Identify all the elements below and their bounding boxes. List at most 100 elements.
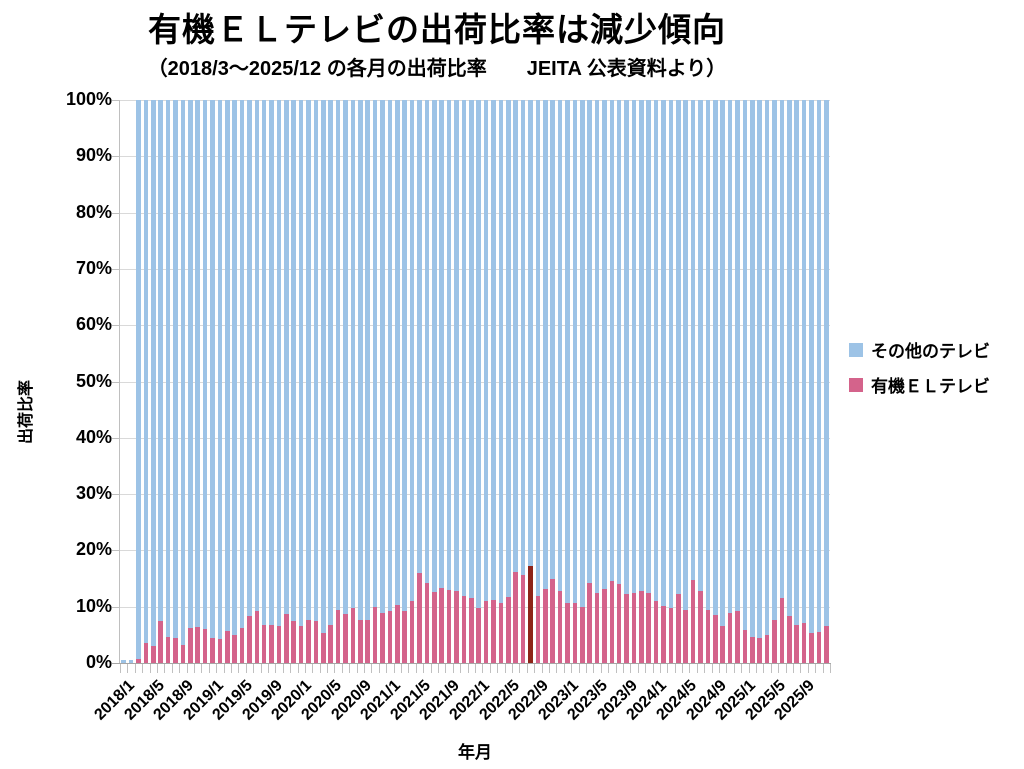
bar-segment-other-2025/2 bbox=[750, 100, 755, 637]
x-tick-54 bbox=[519, 664, 521, 673]
x-tick-50 bbox=[489, 664, 491, 673]
bar-2019/1 bbox=[209, 100, 216, 663]
bar-segment-oled-2021/11 bbox=[461, 596, 467, 663]
x-tick-17 bbox=[245, 664, 247, 673]
bar-segment-other-2024/1 bbox=[653, 100, 659, 602]
bar-segment-other-2023/7 bbox=[609, 100, 615, 582]
x-tick-67 bbox=[615, 664, 617, 673]
bar-segment-other-2022/6 bbox=[513, 100, 518, 572]
x-tick-78 bbox=[696, 664, 698, 673]
x-tick-12 bbox=[208, 664, 210, 673]
bar-segment-other-2021/3 bbox=[402, 100, 407, 612]
bar-segment-oled-2019/12 bbox=[291, 621, 297, 663]
gridline-20 bbox=[120, 550, 830, 552]
bar-2024/1 bbox=[653, 100, 660, 663]
bar-segment-oled-2025/1 bbox=[742, 629, 748, 663]
bar-2018/9 bbox=[179, 100, 186, 663]
bar-segment-oled-2021/10 bbox=[454, 590, 459, 663]
bar-segment-other-2025/9 bbox=[801, 100, 807, 624]
x-tick-56 bbox=[534, 664, 536, 673]
bar-segment-other-2019/5 bbox=[239, 100, 245, 629]
bar-2025/7 bbox=[786, 100, 793, 663]
bar-2018/3 bbox=[135, 100, 142, 663]
bar-segment-oled-2019/11 bbox=[284, 614, 289, 663]
bar-segment-other-2021/10 bbox=[454, 100, 459, 591]
bar-segment-other-2024/10 bbox=[720, 100, 726, 627]
bar-segment-other-2023/3 bbox=[579, 100, 585, 608]
gridline-70 bbox=[120, 268, 830, 270]
x-tick-74 bbox=[667, 664, 669, 673]
bar-segment-oled-2025/4 bbox=[764, 634, 770, 663]
bar-segment-other-2023/2 bbox=[572, 100, 578, 603]
bar-segment-other-2020/5 bbox=[328, 100, 334, 626]
bar-2022/6 bbox=[512, 100, 519, 663]
bar-segment-oled-2021/3 bbox=[402, 611, 407, 663]
x-axis-line bbox=[112, 663, 831, 664]
bar-segment-oled-2021/12 bbox=[468, 597, 474, 663]
bar-segment-other-2022/7 bbox=[520, 100, 526, 575]
bar-segment-other-2019/4 bbox=[232, 100, 237, 635]
bar-segment-oled-2024/5 bbox=[683, 609, 689, 663]
bar-2021/10 bbox=[453, 100, 460, 663]
bar-segment-other-2025/12 bbox=[823, 100, 829, 627]
bar-2023/2 bbox=[571, 100, 578, 663]
bar-segment-other-2020/10 bbox=[365, 100, 371, 621]
y-tick-70 bbox=[112, 268, 120, 270]
bar-2024/7 bbox=[697, 100, 704, 663]
bar-segment-oled-2020/8 bbox=[350, 607, 356, 663]
x-tick-8 bbox=[179, 664, 181, 673]
y-tick-40 bbox=[112, 437, 120, 439]
x-tick-25 bbox=[304, 664, 306, 673]
bar-segment-other-2020/9 bbox=[358, 100, 363, 620]
bar-2021/8 bbox=[438, 100, 445, 663]
bar-segment-oled-2022/1 bbox=[476, 607, 481, 663]
x-tick-72 bbox=[652, 664, 654, 673]
bar-2024/9 bbox=[712, 100, 719, 663]
bar-segment-other-2022/12 bbox=[557, 100, 563, 591]
x-tick-32 bbox=[356, 664, 358, 673]
x-tick-69 bbox=[630, 664, 632, 673]
x-tick-58 bbox=[548, 664, 550, 673]
bar-segment-other-2018/10 bbox=[187, 100, 193, 629]
bar-2020/12 bbox=[379, 100, 386, 663]
x-tick-33 bbox=[364, 664, 366, 673]
bar-segment-other-2022/10 bbox=[542, 100, 548, 589]
bar-2018/5 bbox=[150, 100, 157, 663]
bar-segment-other-2025/11 bbox=[816, 100, 822, 633]
bar-2018/1 bbox=[120, 100, 127, 663]
bar-segment-oled-2020/10 bbox=[365, 620, 371, 663]
bar-segment-oled-2020/4 bbox=[321, 633, 326, 663]
x-tick-4 bbox=[149, 664, 151, 673]
bar-segment-other-2021/7 bbox=[432, 100, 437, 592]
bar-segment-oled-2025/5 bbox=[772, 619, 777, 663]
bar-segment-other-2018/3 bbox=[136, 100, 141, 660]
bar-segment-other-2024/7 bbox=[698, 100, 703, 591]
bar-segment-oled-2022/9 bbox=[535, 596, 541, 663]
bar-2018/10 bbox=[187, 100, 194, 663]
bar-segment-oled-2023/9 bbox=[624, 594, 629, 663]
bar-segment-other-2023/9 bbox=[624, 100, 629, 595]
bar-segment-oled-2024/2 bbox=[661, 606, 666, 663]
bar-2019/6 bbox=[246, 100, 253, 663]
bar-2020/4 bbox=[320, 100, 327, 663]
y-axis-line bbox=[119, 100, 120, 663]
bar-segment-oled-2023/5 bbox=[594, 592, 600, 663]
x-tick-27 bbox=[319, 664, 321, 673]
bar-segment-other-2024/8 bbox=[705, 100, 711, 610]
bar-segment-other-2023/8 bbox=[616, 100, 622, 584]
bar-segment-oled-2023/7 bbox=[609, 581, 615, 663]
bar-segment-oled-2019/6 bbox=[247, 616, 252, 663]
bar-segment-other-2018/12 bbox=[202, 100, 208, 629]
x-tick-57 bbox=[541, 664, 543, 673]
bar-segment-other-2018/6 bbox=[158, 100, 163, 622]
x-tick-51 bbox=[497, 664, 499, 673]
y-tick-label-60: 60% bbox=[75, 314, 112, 335]
bar-segment-other-2025/7 bbox=[787, 100, 792, 617]
x-tick-89 bbox=[778, 664, 780, 673]
bar-2018/4 bbox=[142, 100, 149, 663]
bar-2024/2 bbox=[660, 100, 667, 663]
bar-segment-oled-2023/12 bbox=[646, 592, 652, 663]
bar-2025/5 bbox=[771, 100, 778, 663]
bar-segment-oled-2021/6 bbox=[424, 582, 430, 663]
bar-2022/5 bbox=[505, 100, 512, 663]
